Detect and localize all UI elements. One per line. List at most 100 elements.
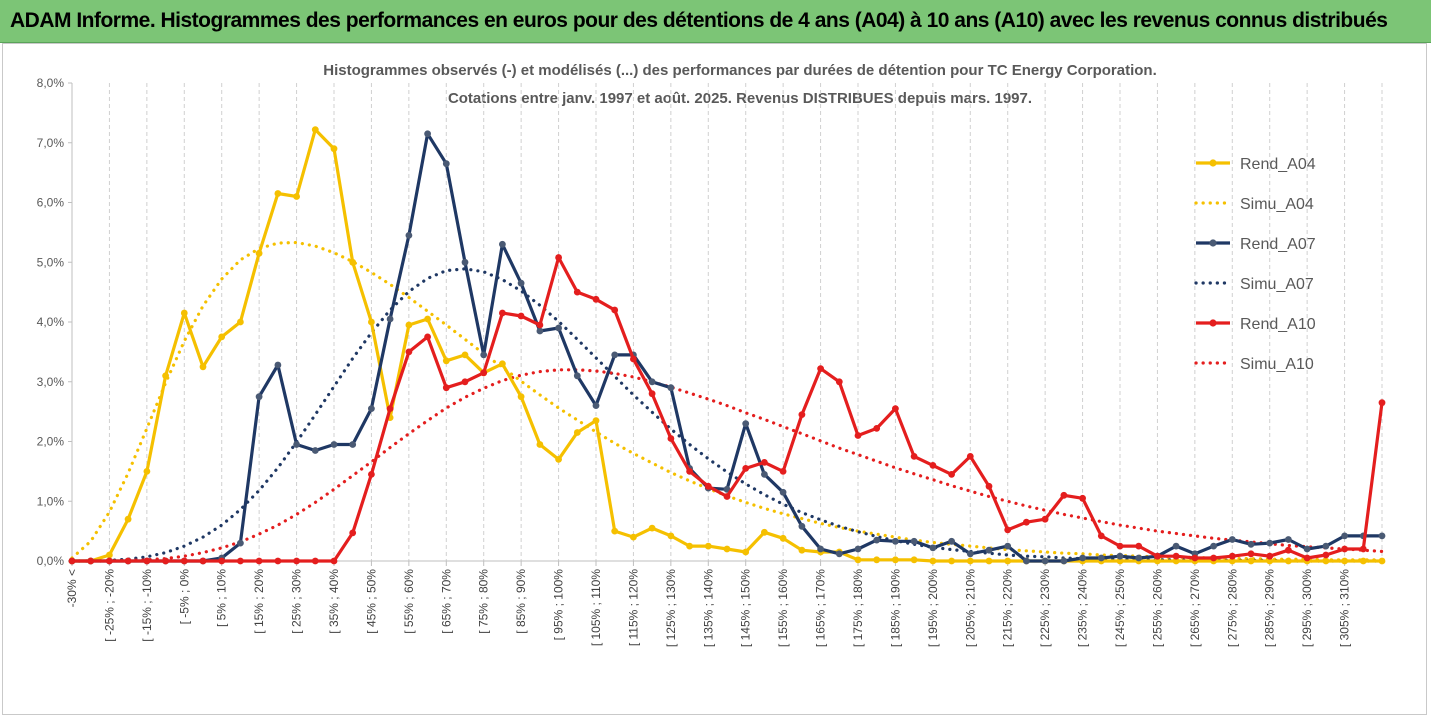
point-rend-a07 [368, 405, 375, 412]
point-rend-a07 [1247, 540, 1255, 548]
point-rend-a04 [1341, 557, 1348, 565]
point-rend-a10 [517, 312, 525, 320]
x-tick-label: [ 75% ; 80% [477, 569, 491, 634]
point-rend-a10 [1210, 554, 1217, 562]
x-tick-label: [ 305% ; 310% [1338, 569, 1352, 647]
x-tick-label: [ -15% ; -10% [140, 569, 154, 642]
y-tick-label: 2,0% [37, 435, 65, 449]
y-tick-label: 7,0% [37, 136, 65, 150]
point-rend-a10 [985, 482, 993, 490]
point-rend-a10 [592, 295, 600, 303]
point-rend-a07 [293, 441, 300, 448]
point-rend-a10 [742, 465, 750, 472]
x-tick-label: [ 145% ; 150% [739, 569, 753, 647]
series-line-rend-a10 [72, 255, 1384, 563]
point-rend-a04 [199, 363, 207, 371]
point-rend-a07 [536, 327, 544, 335]
point-rend-a04 [274, 190, 282, 197]
point-rend-a10 [1228, 552, 1236, 560]
legend-marker-rend-a10 [1209, 319, 1217, 327]
point-rend-a07 [442, 160, 450, 168]
point-rend-a04 [611, 527, 619, 535]
point-rend-a10 [1154, 552, 1161, 560]
point-rend-a07 [1303, 545, 1311, 553]
point-rend-a10 [68, 557, 76, 565]
point-rend-a07 [405, 232, 413, 239]
point-rend-a07 [854, 545, 862, 553]
point-rend-a07 [910, 537, 918, 545]
point-rend-a07 [555, 324, 562, 332]
point-rend-a07 [424, 130, 431, 138]
point-rend-a07 [1322, 542, 1330, 550]
x-tick-label: [ 295% ; 300% [1300, 569, 1314, 647]
point-rend-a10 [293, 557, 300, 565]
chart-frame [2, 43, 1427, 715]
y-tick-label: 8,0% [37, 76, 65, 90]
x-tick-label: [ 85% ; 90% [514, 569, 528, 634]
point-rend-a10 [648, 390, 656, 398]
point-rend-a04 [648, 524, 656, 532]
x-tick-label: [ 135% ; 140% [701, 569, 715, 647]
point-rend-a07 [1341, 532, 1348, 540]
point-rend-a10 [405, 348, 413, 356]
point-rend-a07 [835, 550, 843, 558]
point-rend-a04 [1322, 557, 1330, 565]
point-rend-a04 [667, 532, 675, 540]
x-tick-label: [ 105% ; 110% [589, 569, 603, 646]
point-rend-a04 [985, 557, 993, 565]
point-rend-a04 [1285, 557, 1292, 565]
point-rend-a07 [611, 351, 619, 359]
point-rend-a04 [330, 145, 338, 153]
point-rend-a04 [798, 546, 806, 554]
point-rend-a07 [349, 441, 357, 448]
point-rend-a07 [798, 522, 806, 530]
point-rend-a10 [779, 468, 787, 475]
point-rend-a10 [1060, 491, 1068, 499]
point-rend-a07 [892, 537, 899, 545]
point-rend-a04 [499, 360, 506, 368]
point-rend-a10 [1378, 399, 1386, 407]
x-tick-label: [ 155% ; 160% [776, 569, 790, 647]
point-rend-a07 [255, 393, 263, 401]
point-rend-a07 [1004, 542, 1012, 550]
x-tick-label: [ 165% ; 170% [814, 569, 828, 647]
y-tick-label: 0,0% [37, 554, 65, 568]
point-rend-a04 [536, 441, 544, 448]
x-tick-label: [ 95% ; 100% [552, 569, 566, 641]
legend-label-rend-a10: Rend_A10 [1240, 316, 1316, 333]
chart-subtitle: Cotations entre janv. 1997 et août. 2025… [447, 90, 1033, 107]
point-rend-a10 [1285, 546, 1292, 554]
legend-label-rend-a07: Rend_A07 [1240, 236, 1316, 253]
point-rend-a04 [948, 557, 955, 565]
point-rend-a07 [966, 550, 974, 558]
point-rend-a04 [573, 429, 581, 436]
point-rend-a04 [124, 515, 132, 523]
point-rend-a10 [761, 459, 768, 466]
point-rend-a07 [1228, 536, 1236, 543]
series-line-simu-a04 [70, 240, 1384, 562]
report-banner: ADAM Informe. Histogrammes des performan… [0, 0, 1431, 43]
point-rend-a07 [1060, 557, 1068, 565]
point-rend-a10 [180, 557, 188, 565]
x-axis: -30% < [ -25% ; -20% [ -15% ; -10% [ -5% ; … [65, 560, 1382, 647]
point-rend-a10 [199, 557, 207, 565]
point-rend-a07 [592, 402, 600, 409]
point-rend-a10 [630, 355, 637, 363]
point-rend-a04 [1004, 557, 1012, 565]
point-rend-a07 [929, 544, 937, 552]
point-rend-a04 [106, 551, 113, 559]
x-tick-label: [ 5% ; 10% [215, 569, 229, 627]
point-rend-a10 [1266, 552, 1274, 560]
grid-lines [71, 83, 1383, 561]
point-rend-a04 [143, 468, 151, 475]
legend-label-simu-a07: Simu_A07 [1240, 276, 1314, 293]
point-rend-a10 [368, 471, 375, 478]
point-rend-a07 [1023, 557, 1030, 565]
point-rend-a07 [461, 258, 469, 266]
x-tick-label: [ 115% ; 120% [626, 569, 640, 646]
point-rend-a04 [1247, 557, 1255, 565]
point-rend-a07 [311, 447, 319, 454]
y-tick-label: 4,0% [37, 315, 65, 329]
point-rend-a10 [1172, 552, 1180, 560]
